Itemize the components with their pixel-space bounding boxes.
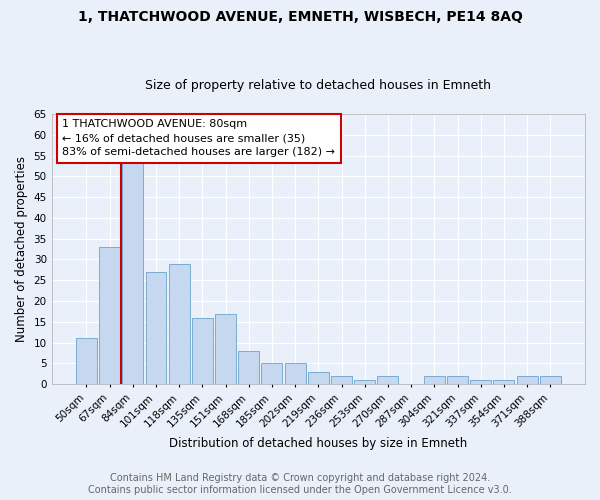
- Bar: [424, 376, 445, 384]
- Bar: [354, 380, 375, 384]
- Y-axis label: Number of detached properties: Number of detached properties: [15, 156, 28, 342]
- Bar: [447, 376, 468, 384]
- Bar: [377, 376, 398, 384]
- Text: 1, THATCHWOOD AVENUE, EMNETH, WISBECH, PE14 8AQ: 1, THATCHWOOD AVENUE, EMNETH, WISBECH, P…: [77, 10, 523, 24]
- Bar: [470, 380, 491, 384]
- Bar: [122, 160, 143, 384]
- Text: 1 THATCHWOOD AVENUE: 80sqm
← 16% of detached houses are smaller (35)
83% of semi: 1 THATCHWOOD AVENUE: 80sqm ← 16% of deta…: [62, 120, 335, 158]
- Bar: [493, 380, 514, 384]
- Bar: [308, 372, 329, 384]
- Bar: [238, 351, 259, 384]
- Bar: [99, 247, 120, 384]
- Bar: [284, 364, 305, 384]
- Bar: [331, 376, 352, 384]
- Bar: [169, 264, 190, 384]
- Text: Contains HM Land Registry data © Crown copyright and database right 2024.
Contai: Contains HM Land Registry data © Crown c…: [88, 474, 512, 495]
- X-axis label: Distribution of detached houses by size in Emneth: Distribution of detached houses by size …: [169, 437, 467, 450]
- Bar: [146, 272, 166, 384]
- Bar: [192, 318, 213, 384]
- Bar: [540, 376, 561, 384]
- Bar: [517, 376, 538, 384]
- Bar: [76, 338, 97, 384]
- Bar: [262, 364, 283, 384]
- Bar: [215, 314, 236, 384]
- Title: Size of property relative to detached houses in Emneth: Size of property relative to detached ho…: [145, 79, 491, 92]
